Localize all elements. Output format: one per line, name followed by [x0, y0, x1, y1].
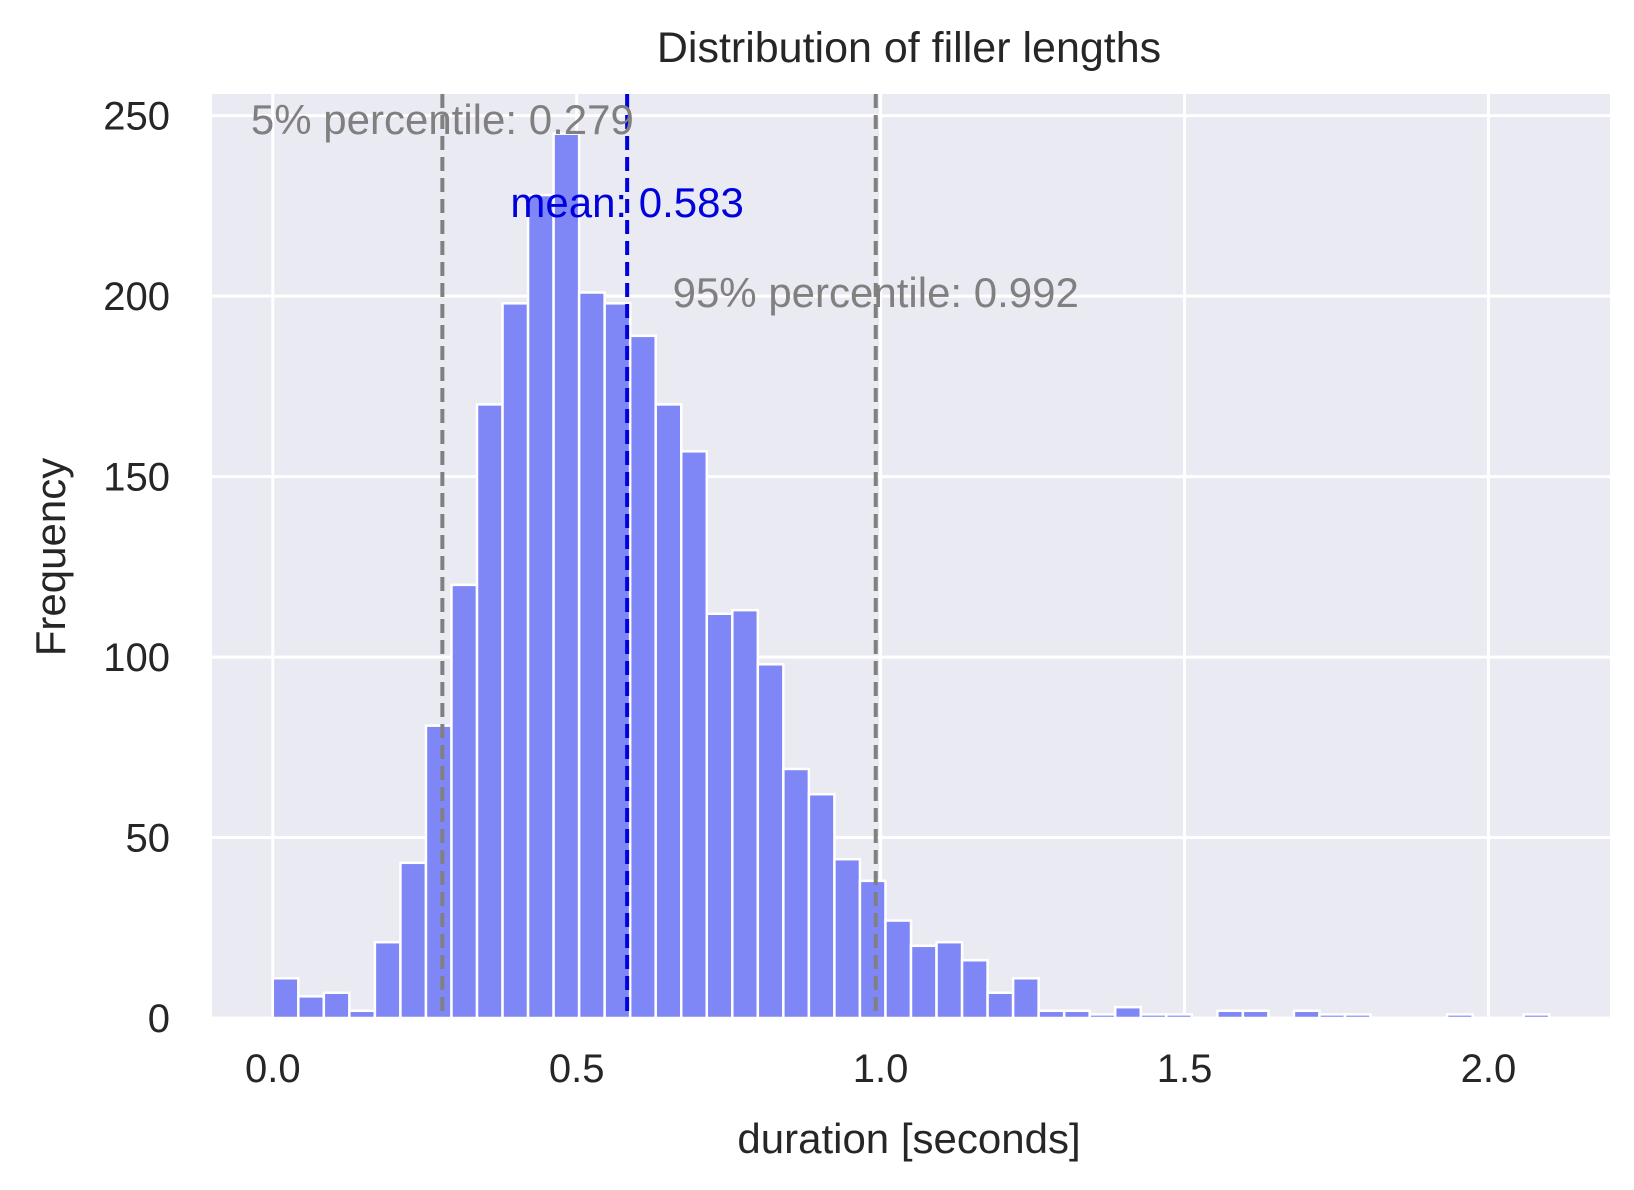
y-tick-labels: 0 50 100 150 200 250	[103, 95, 170, 1041]
histogram-bar	[960, 959, 989, 1020]
histogram-bar	[884, 919, 913, 1020]
histogram-bar	[577, 291, 606, 1020]
y-tick-label: 50	[126, 817, 171, 861]
x-tick-label: 1.0	[853, 1047, 909, 1091]
histogram-bar	[552, 132, 581, 1020]
x-tick-label: 0.0	[245, 1047, 301, 1091]
histogram-bar	[1165, 1013, 1194, 1020]
x-tick-label: 1.5	[1157, 1047, 1213, 1091]
histogram-bar	[833, 857, 862, 1020]
histogram-bar	[986, 991, 1015, 1020]
histogram-bar	[450, 583, 479, 1020]
histogram-bar	[1318, 1013, 1347, 1020]
histogram-bar	[373, 940, 402, 1020]
histogram-bar	[1343, 1013, 1372, 1020]
histogram-bar	[654, 403, 683, 1020]
histogram-bar	[1292, 1009, 1321, 1020]
histogram-bar	[1113, 1005, 1143, 1020]
reference-label: 95% percentile: 0.992	[673, 269, 1079, 316]
histogram-bar	[322, 991, 351, 1020]
histogram-bar	[501, 302, 530, 1020]
y-tick-label: 0	[148, 997, 170, 1041]
reference-annotations: 5% percentile: 0.279 mean: 0.583 95% perce…	[251, 96, 1079, 316]
histogram-bar	[424, 724, 453, 1020]
histogram-bar	[399, 861, 428, 1020]
histogram-bar	[526, 193, 555, 1020]
x-axis-label: duration [seconds]	[737, 1115, 1080, 1162]
histogram-bar	[1011, 977, 1040, 1020]
histogram-bar	[782, 767, 811, 1020]
histogram-bar	[1216, 1009, 1245, 1020]
histogram-bar	[1139, 1013, 1168, 1020]
y-axis-label: Frequency	[27, 458, 74, 656]
histogram-bar	[1062, 1009, 1091, 1020]
y-tick-label: 250	[103, 95, 170, 139]
histogram-bar	[348, 1009, 377, 1020]
histogram-bar	[1522, 1013, 1551, 1020]
y-tick-label: 100	[103, 636, 170, 680]
reference-lines	[440, 94, 878, 1018]
histogram-bar	[679, 450, 709, 1020]
x-tick-label: 2.0	[1461, 1047, 1517, 1091]
histogram-bar	[807, 792, 836, 1020]
histogram-bar	[756, 663, 785, 1020]
histogram-bar	[858, 879, 887, 1020]
reference-label: 5% percentile: 0.279	[251, 96, 634, 143]
histogram-bar	[1445, 1013, 1474, 1020]
x-tick-labels: 0.0 0.5 1.0 1.5 2.0	[245, 1047, 1516, 1091]
histogram-bar	[271, 977, 300, 1020]
histogram-bar	[628, 334, 657, 1020]
histogram-bar	[1037, 1009, 1066, 1020]
x-tick-label: 0.5	[549, 1047, 605, 1091]
histogram-bar	[1088, 1013, 1117, 1020]
histogram-bar	[731, 608, 760, 1020]
chart-title: Distribution of filler lengths	[657, 24, 1161, 72]
y-tick-label: 200	[103, 275, 170, 319]
histogram-bar	[935, 940, 964, 1020]
histogram-bars	[271, 132, 1551, 1020]
histogram-bar	[475, 403, 504, 1020]
histogram-bar	[909, 944, 938, 1020]
y-tick-label: 150	[103, 456, 170, 500]
histogram-bar	[297, 995, 326, 1020]
histogram-bar	[705, 612, 734, 1020]
histogram-bar	[1241, 1009, 1270, 1020]
reference-label: mean: 0.583	[510, 179, 744, 226]
